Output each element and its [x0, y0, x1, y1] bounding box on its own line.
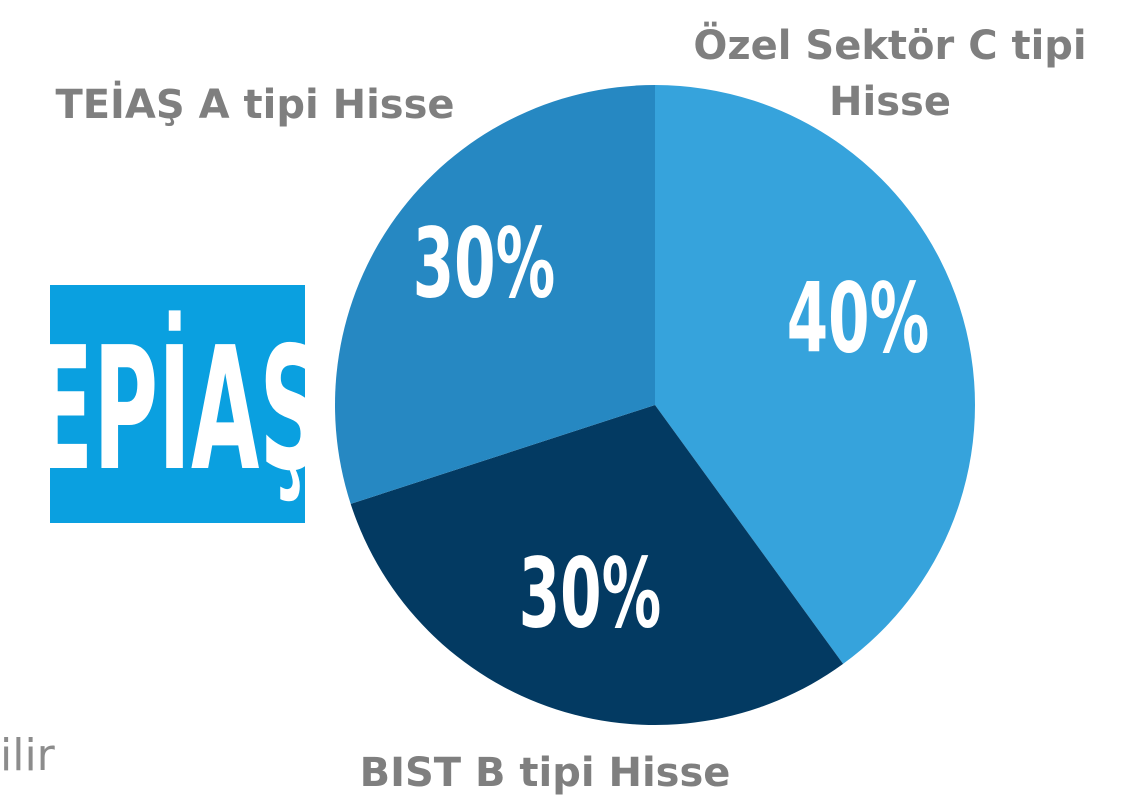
- value-label: 30%: [413, 207, 555, 319]
- value-label: 40%: [787, 262, 929, 374]
- category-label: BIST B tipi Hisse: [359, 750, 731, 796]
- logo-text: EPİAŞ: [33, 310, 323, 508]
- footer-fragment: ilir: [0, 730, 55, 781]
- pie-slice: [350, 405, 844, 726]
- pie-slice: [335, 85, 655, 504]
- pie-slice: [655, 85, 976, 664]
- logo-box: [50, 285, 305, 523]
- category-label: TEİAŞ A tipi Hisse: [55, 82, 455, 128]
- category-label: Özel Sektör C tipi Hisse: [693, 23, 1087, 125]
- value-label: 30%: [519, 537, 661, 649]
- logo: EPİAŞ: [33, 285, 323, 523]
